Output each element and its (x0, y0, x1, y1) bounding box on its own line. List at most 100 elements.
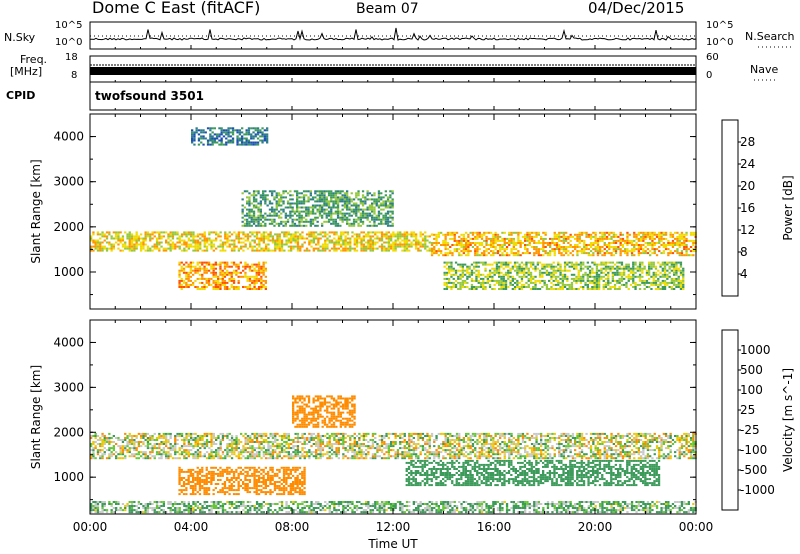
power-band-3-cell (391, 216, 394, 219)
power-band-4-cell (679, 269, 683, 272)
power-band-1-cell (517, 242, 520, 244)
power-band-3-cell (291, 210, 294, 213)
velocity-band-0-cell (196, 453, 200, 456)
power-band-4-cell (613, 267, 617, 270)
velocity-band-0-cell (255, 451, 259, 454)
power-band-3-cell (350, 210, 353, 213)
power-band-2-cell (196, 271, 199, 274)
power-band-4-cell (634, 263, 637, 266)
power-band-4-cell (582, 277, 585, 280)
power-band-1-cell (658, 246, 661, 248)
power-band-0-cell (380, 245, 384, 248)
power-band-4-cell (602, 267, 605, 270)
velocity-band-0-cell (221, 435, 225, 437)
power-band-5-cell (229, 141, 232, 144)
power-band-4-cell (632, 269, 635, 272)
power-band-4-cell (663, 261, 667, 264)
power-band-3-cell (300, 220, 303, 223)
power-band-1-cell (689, 246, 693, 248)
power-band-4-cell (643, 279, 646, 282)
power-band-2-cell (221, 261, 224, 264)
velocity-band-0-cell (262, 435, 265, 437)
power-band-1-cell (540, 235, 543, 238)
power-band-0-cell (333, 233, 336, 236)
velocity-band-0-cell (337, 437, 340, 439)
power-band-2-cell (228, 273, 231, 276)
power-band-3-cell (346, 190, 349, 193)
power-band-0-cell (183, 249, 186, 252)
power-band-4-cell (668, 265, 671, 268)
power-band-4-cell (475, 275, 478, 278)
power-band-4-cell (470, 277, 474, 280)
velocity-band-0-cell (303, 441, 306, 443)
power-band-4-cell (611, 267, 614, 270)
velocity-band-0-cell (226, 451, 229, 454)
power-band-1-cell (669, 252, 672, 255)
power-band-0-cell (124, 231, 127, 234)
power-band-1-cell (642, 244, 645, 246)
power-band-4-cell (450, 269, 453, 272)
power-band-4-cell (502, 281, 505, 284)
power-band-3-cell (316, 216, 319, 219)
power-band-1-cell (490, 244, 493, 246)
power-band-2-cell (223, 273, 227, 276)
power-band-1-cell (555, 242, 559, 244)
velocity-band-0-cell (237, 451, 240, 454)
velocity-band-0-cell (301, 443, 304, 445)
velocity-band-0-cell (294, 437, 297, 439)
power-band-4-cell (607, 267, 610, 270)
power-band-0-cell (380, 247, 384, 250)
power-band-4-cell (566, 261, 569, 264)
power-band-4-cell (682, 281, 685, 284)
power-band-0-cell (169, 239, 172, 242)
velocity-band-0-cell (269, 445, 272, 448)
power-band-3-cell (327, 202, 331, 205)
power-band-1-cell (658, 237, 661, 240)
velocity-band-0-cell (326, 453, 329, 456)
power-band-4-cell (607, 283, 610, 286)
velocity-band-0-cell (328, 447, 331, 450)
power-band-3-cell (371, 194, 374, 197)
power-band-4-cell (638, 275, 642, 278)
power-band-3-cell (339, 210, 342, 213)
power-band-0-cell (230, 243, 234, 246)
power-band-4-cell (641, 271, 644, 274)
power-band-5-cell (256, 131, 260, 134)
power-band-4-cell (502, 263, 505, 266)
power-band-4-cell (525, 286, 528, 288)
power-band-1-cell (458, 248, 461, 251)
power-band-4-cell (595, 273, 599, 276)
power-band-1-cell (603, 231, 606, 234)
power-band-4-cell (627, 275, 630, 278)
velocity-band-0-cell (137, 453, 140, 456)
power-band-4-cell (600, 267, 603, 270)
velocity-band-0-cell (224, 435, 227, 437)
velocity-band-0-cell (321, 455, 325, 458)
power-band-0-cell (205, 249, 209, 252)
power-band-3-cell (371, 224, 374, 227)
power-band-1-cell (580, 239, 584, 242)
power-band-5-cell (211, 139, 214, 142)
velocity-band-0-cell (121, 457, 125, 460)
power-band-3-cell (373, 212, 376, 215)
power-band-0-cell (228, 243, 231, 246)
power-band-1-cell (594, 231, 597, 234)
power-band-2-cell (217, 275, 220, 278)
velocity-band-0-cell (192, 437, 195, 439)
power-band-4-cell (568, 286, 571, 288)
power-band-4-cell (682, 283, 685, 286)
power-band-0-cell (265, 231, 268, 234)
power-band-0-cell (92, 241, 95, 244)
power-band-4-cell (620, 261, 624, 264)
power-band-4-cell (620, 273, 624, 276)
power-band-1-cell (678, 242, 681, 244)
power-band-0-cell (203, 243, 206, 246)
power-band-0-cell (346, 233, 350, 236)
power-band-0-cell (130, 243, 134, 246)
power-band-0-cell (278, 249, 281, 252)
power-band-2-cell (235, 265, 238, 268)
power-band-1-cell (430, 233, 434, 236)
velocity-band-0-cell (208, 447, 211, 450)
power-band-1-cell (642, 248, 645, 251)
power-band-0-cell (149, 249, 152, 252)
